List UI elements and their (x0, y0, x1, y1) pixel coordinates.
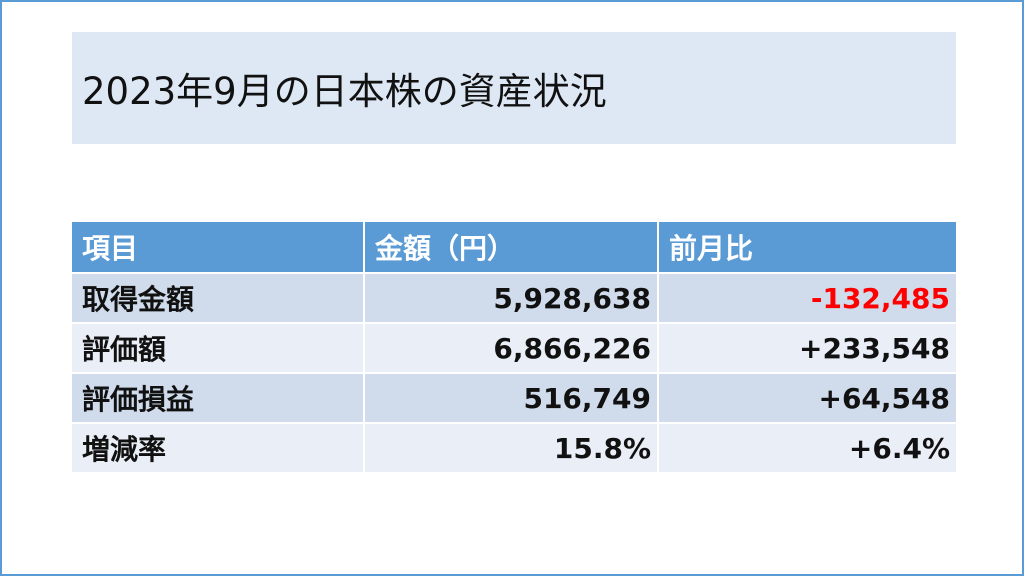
row-change: +233,548 (659, 324, 956, 374)
row-change: -132,485 (659, 274, 956, 324)
row-amount: 5,928,638 (365, 274, 659, 324)
row-amount: 6,866,226 (365, 324, 659, 374)
row-amount: 516,749 (365, 374, 659, 424)
table-row: 評価損益 516,749 +64,548 (72, 374, 956, 424)
header-amount: 金額（円） (365, 222, 659, 274)
row-label: 増減率 (72, 424, 365, 474)
asset-table: 項目 金額（円） 前月比 取得金額 5,928,638 -132,485 評価額… (72, 222, 956, 474)
row-label: 評価額 (72, 324, 365, 374)
row-label: 取得金額 (72, 274, 365, 324)
table-row: 取得金額 5,928,638 -132,485 (72, 274, 956, 324)
table-header-row: 項目 金額（円） 前月比 (72, 222, 956, 274)
page-title: 2023年9月の日本株の資産状況 (82, 70, 607, 113)
row-change: +64,548 (659, 374, 956, 424)
row-change: +6.4% (659, 424, 956, 474)
title-banner: 2023年9月の日本株の資産状況 (72, 32, 956, 144)
table-row: 評価額 6,866,226 +233,548 (72, 324, 956, 374)
table-row: 増減率 15.8% +6.4% (72, 424, 956, 474)
row-label: 評価損益 (72, 374, 365, 424)
header-change: 前月比 (659, 222, 956, 274)
row-amount: 15.8% (365, 424, 659, 474)
header-item: 項目 (72, 222, 365, 274)
